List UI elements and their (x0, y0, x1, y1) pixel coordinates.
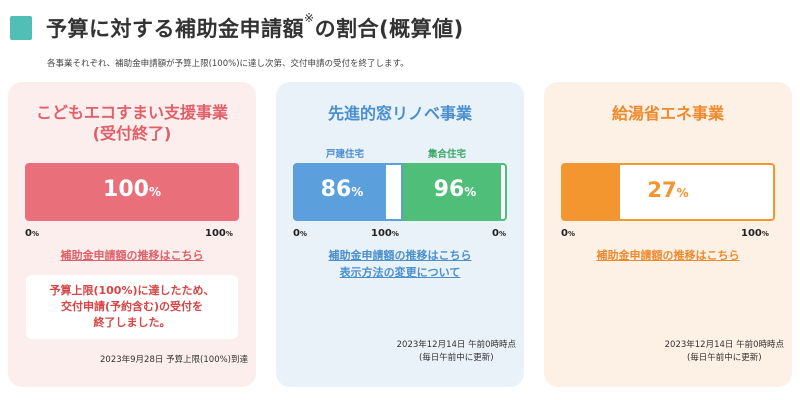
notice-text: 予算上限(100%)に達したため、 交付申請(予約含む)の受付を 終了しました。 (49, 284, 215, 329)
card-kodomo-eco: こどもエコすまい支援事業 (受付終了) 100% 0% 100% 補助金申請額の… (8, 82, 256, 387)
progress-value-detached: 86% (320, 177, 364, 202)
axis-min-apartment: 0% (492, 228, 506, 239)
card-title: 給湯省エネ事業 (611, 104, 724, 123)
progress-value-apartment: 96% (433, 177, 477, 202)
label-detached-house: 戸建住宅 (326, 149, 365, 160)
history-link[interactable]: 補助金申請額の推移はこちら (60, 249, 204, 262)
card-title: 先進的窓リノベ事業 (327, 104, 472, 123)
label-apartment: 集合住宅 (428, 149, 467, 160)
progress-value: 100% (103, 177, 161, 202)
history-link[interactable]: 補助金申請額の推移はこちら (328, 249, 472, 262)
axis-min: 0% (293, 228, 307, 239)
page-subtitle: 各事業それぞれ、補助金申請額が予算上限(100%)に達し次第、交付申請の受付を終… (47, 59, 409, 69)
notice-box: 予算上限(100%)に達したため、 交付申請(予約含む)の受付を 終了しました。 (26, 275, 238, 339)
progress-bar: 27% (561, 163, 775, 221)
axis-min: 0% (561, 228, 575, 239)
title-note-mark: ※ (304, 11, 315, 25)
status-footer: 2023年9月28日 予算上限(100%)到達 (100, 355, 248, 365)
card-mado-renove: 先進的窓リノベ事業 戸建住宅 集合住宅 86% 96% 0% 100% 0% 補… (276, 82, 524, 387)
status-footer: 2023年12月14日 午前0時時点 (毎日午前中に更新) (664, 340, 784, 363)
progress-value: 27% (647, 178, 689, 202)
card-kyuto-shoene: 給湯省エネ事業 27% 0% 100% 補助金申請額の推移はこちら 2023年1… (544, 82, 792, 387)
progress-fill (563, 165, 620, 219)
axis-max-detached: 100% (371, 228, 399, 239)
card-title: こどもエコすまい支援事業 (受付終了) (35, 103, 228, 143)
progress-fill-apartment (405, 165, 501, 219)
section-marker (10, 16, 32, 40)
axis-max: 100% (205, 228, 233, 239)
progress-fill-detached (295, 165, 387, 219)
progress-bar-detached: 86% (293, 163, 403, 221)
page-title: 予算に対する補助金申請額※の割合(概算値) (46, 11, 464, 41)
display-change-link[interactable]: 表示方法の変更について (339, 266, 461, 279)
status-footer: 2023年12月14日 午前0時時点 (毎日午前中に更新) (396, 340, 516, 363)
progress-bar-apartment: 96% (403, 163, 507, 221)
axis-max: 100% (741, 228, 769, 239)
progress-bar: 100% (25, 163, 239, 221)
history-link[interactable]: 補助金申請額の推移はこちら (596, 249, 740, 262)
progress-fill (27, 165, 237, 219)
axis-min: 0% (25, 228, 39, 239)
